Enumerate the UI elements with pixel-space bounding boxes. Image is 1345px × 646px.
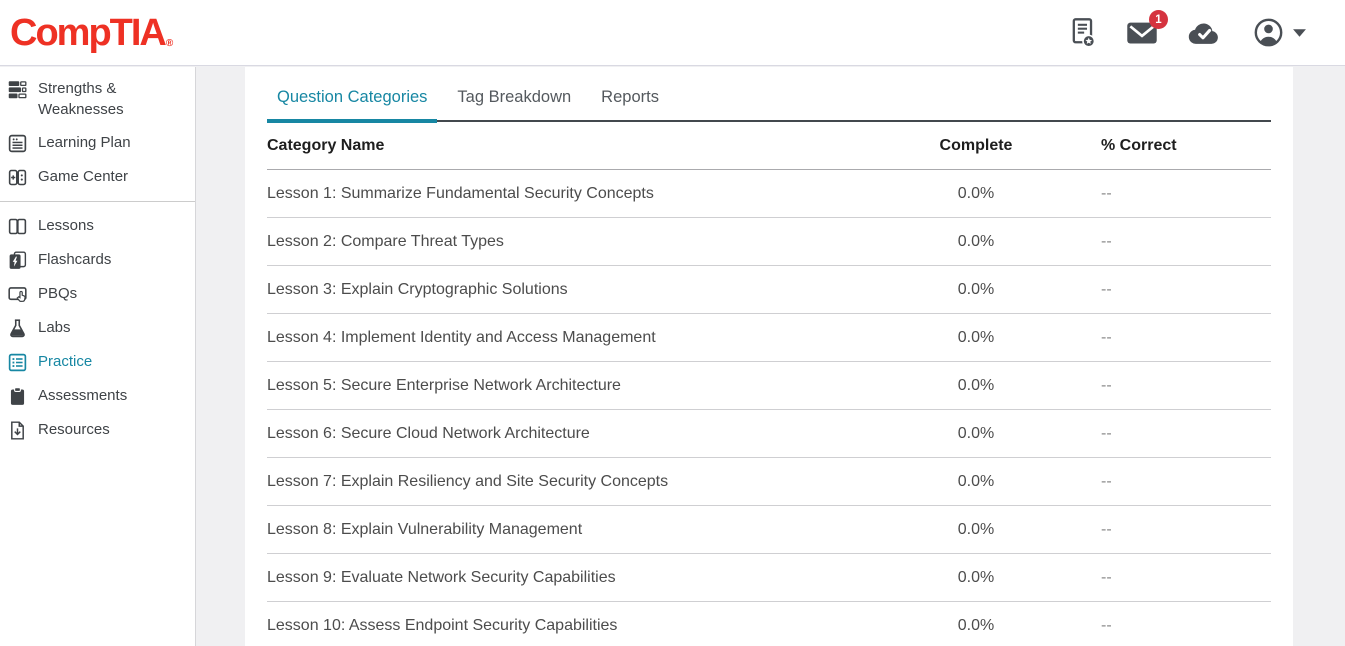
complete-cell: 0.0% — [957, 376, 995, 394]
category-name-cell: Lesson 6: Secure Cloud Network Architect… — [267, 424, 590, 442]
category-name-cell: Lesson 10: Assess Endpoint Security Capa… — [267, 616, 618, 634]
sidebar-item-label: Resources — [38, 421, 110, 438]
sidebar-item-game-center[interactable]: Game Center — [0, 160, 195, 194]
category-name-cell: Lesson 3: Explain Cryptographic Solution… — [267, 280, 568, 298]
complete-cell: 0.0% — [957, 232, 995, 250]
document-star-icon — [1072, 18, 1096, 48]
clipboard-icon — [10, 387, 25, 405]
sync-cloud-check-icon[interactable] — [1187, 19, 1223, 47]
percent-correct-cell: -- — [1101, 328, 1112, 346]
sidebar-item-learning-plan[interactable]: Learning Plan — [0, 126, 195, 160]
sidebar-item-label: Practice — [38, 353, 93, 370]
flask-icon — [10, 319, 25, 338]
table-row: Lesson 3: Explain Cryptographic Solution… — [267, 266, 1271, 314]
learning-plan-icon — [8, 134, 27, 153]
table-row: Lesson 4: Implement Identity and Access … — [267, 314, 1271, 362]
unread-count-badge: 1 — [1149, 10, 1168, 29]
sidebar-item-label: Game Center — [38, 168, 129, 185]
table-row: Lesson 1: Summarize Fundamental Security… — [267, 170, 1271, 218]
logo-text: CompTIA — [10, 11, 167, 54]
tab-reports[interactable]: Reports — [601, 88, 659, 106]
percent-correct-cell: -- — [1101, 232, 1112, 250]
complete-cell: 0.0% — [957, 424, 995, 442]
sidebar-item-label: Learning Plan — [38, 134, 131, 151]
download-document-icon — [11, 421, 24, 440]
table-header-row: Category Name Complete % Correct — [267, 122, 1271, 170]
sidebar-item-label: Lessons — [38, 217, 94, 234]
cloud-check-icon — [1188, 22, 1218, 44]
tab-tag-breakdown[interactable]: Tag Breakdown — [457, 88, 572, 106]
column-header-complete: Complete — [939, 136, 1013, 154]
complete-cell: 0.0% — [957, 616, 995, 634]
percent-correct-cell: -- — [1101, 472, 1112, 490]
column-header-category-name: Category Name — [267, 136, 385, 154]
sidebar-divider — [0, 201, 195, 202]
header-icon-bar: 1 — [1069, 10, 1345, 49]
open-book-icon — [8, 218, 27, 235]
question-categories-table: Category Name Complete % Correct Lesson … — [267, 122, 1271, 646]
game-dice-icon — [8, 169, 27, 186]
category-name-cell: Lesson 5: Secure Enterprise Network Arch… — [267, 376, 621, 394]
sidebar-item-assessments[interactable]: Assessments — [0, 379, 195, 413]
complete-cell: 0.0% — [957, 520, 995, 538]
sidebar-item-label: Assessments — [38, 387, 128, 404]
percent-correct-cell: -- — [1101, 568, 1112, 586]
pbq-cursor-icon — [8, 287, 27, 302]
sidebar-item-pbqs[interactable]: PBQs — [0, 277, 195, 311]
sidebar-item-lessons[interactable]: Lessons — [0, 209, 195, 243]
sidebar-item-practice[interactable]: Practice — [0, 345, 195, 379]
account-menu[interactable] — [1252, 16, 1307, 49]
complete-cell: 0.0% — [957, 568, 995, 586]
percent-correct-cell: -- — [1101, 424, 1112, 442]
practice-list-icon — [8, 353, 27, 372]
sidebar-item-label: PBQs — [38, 285, 78, 302]
sidebar-nav: Strengths & Weaknesses Learning Plan Gam… — [0, 67, 196, 646]
sidebar-item-label: Strengths & Weaknesses — [38, 80, 124, 118]
sidebar-item-label: Labs — [38, 319, 71, 336]
mail-icon — [1127, 22, 1157, 44]
percent-correct-cell: -- — [1101, 184, 1112, 202]
complete-cell: 0.0% — [957, 184, 995, 202]
messages-mail-icon[interactable]: 1 — [1126, 10, 1168, 46]
category-name-cell: Lesson 9: Evaluate Network Security Capa… — [267, 568, 616, 586]
practice-content-panel: Question Categories Tag Breakdown Report… — [245, 67, 1293, 646]
registered-mark: ® — [165, 37, 174, 49]
report-document-star-icon[interactable] — [1069, 17, 1097, 48]
column-header-percent-correct: % Correct — [1101, 136, 1177, 154]
table-body: Lesson 1: Summarize Fundamental Security… — [267, 170, 1271, 646]
sidebar-item-flashcards[interactable]: Flashcards — [0, 243, 195, 277]
category-name-cell: Lesson 2: Compare Threat Types — [267, 232, 504, 250]
app-header: CompTIA ® 1 — [0, 0, 1345, 66]
category-name-cell: Lesson 4: Implement Identity and Access … — [267, 328, 656, 346]
user-avatar-icon — [1254, 18, 1283, 47]
table-row: Lesson 5: Secure Enterprise Network Arch… — [267, 362, 1271, 410]
category-name-cell: Lesson 7: Explain Resiliency and Site Se… — [267, 472, 669, 490]
table-row: Lesson 10: Assess Endpoint Security Capa… — [267, 602, 1271, 646]
flashcard-bolt-icon — [9, 251, 27, 269]
complete-cell: 0.0% — [957, 328, 995, 346]
progress-bars-icon — [8, 81, 27, 99]
complete-cell: 0.0% — [957, 280, 995, 298]
table-row: Lesson 8: Explain Vulnerability Manageme… — [267, 506, 1271, 554]
percent-correct-cell: -- — [1101, 520, 1112, 538]
category-name-cell: Lesson 8: Explain Vulnerability Manageme… — [267, 520, 583, 538]
complete-cell: 0.0% — [957, 472, 995, 490]
percent-correct-cell: -- — [1101, 376, 1112, 394]
percent-correct-cell: -- — [1101, 280, 1112, 298]
comptia-logo[interactable]: CompTIA ® — [10, 14, 173, 52]
tab-bar: Question Categories Tag Breakdown Report… — [267, 67, 1271, 123]
chevron-down-icon — [1293, 28, 1306, 37]
sidebar-item-label: Flashcards — [38, 251, 112, 268]
sidebar-item-strengths-weaknesses[interactable]: Strengths & Weaknesses — [0, 72, 195, 126]
percent-correct-cell: -- — [1101, 616, 1112, 634]
table-row: Lesson 6: Secure Cloud Network Architect… — [267, 410, 1271, 458]
sidebar-item-resources[interactable]: Resources — [0, 413, 195, 447]
tab-question-categories[interactable]: Question Categories — [267, 88, 438, 123]
table-row: Lesson 9: Evaluate Network Security Capa… — [267, 554, 1271, 602]
table-row: Lesson 7: Explain Resiliency and Site Se… — [267, 458, 1271, 506]
table-row: Lesson 2: Compare Threat Types 0.0% -- — [267, 218, 1271, 266]
category-name-cell: Lesson 1: Summarize Fundamental Security… — [267, 184, 654, 202]
sidebar-item-labs[interactable]: Labs — [0, 311, 195, 345]
